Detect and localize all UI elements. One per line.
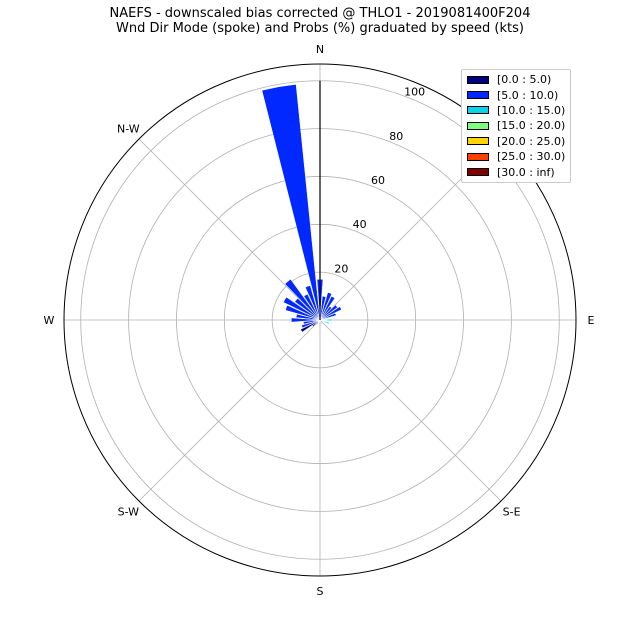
legend-label: [0.0 : 5.0) [497, 73, 552, 87]
wind-bar [261, 84, 321, 321]
wind-bar [321, 320, 330, 325]
wind-bar [303, 319, 318, 325]
wind-bar [321, 312, 337, 320]
legend-item: [5.0 : 10.0) [462, 87, 570, 102]
wind-bar [320, 292, 333, 319]
legend-item: [30.0 : inf) [462, 164, 570, 179]
direction-label: S-W [118, 506, 140, 519]
radial-tick-label: 20 [334, 262, 348, 275]
legend-swatch [467, 75, 489, 84]
legend-label: [20.0 : 25.0) [497, 134, 566, 148]
wind-bar [316, 319, 321, 325]
wind-bar [321, 306, 342, 320]
wind-bar [283, 296, 319, 320]
wind-bar [291, 317, 318, 323]
legend-label: [30.0 : inf) [497, 165, 555, 179]
wind-bar [294, 297, 319, 319]
chart-title: NAEFS - downscaled bias corrected @ THLO… [109, 6, 531, 21]
wind-bar [319, 319, 321, 323]
wind-bar [322, 318, 333, 322]
legend-label: [10.0 : 15.0) [497, 103, 566, 117]
wind-bar [285, 304, 319, 320]
direction-label: S [317, 585, 324, 598]
legend-label: [15.0 : 20.0) [497, 119, 566, 133]
legend: [0.0 : 5.0) [5.0 : 10.0) [10.0 : 15.0) [15.… [461, 69, 571, 183]
grid-spoke [319, 319, 502, 502]
legend-swatch [467, 121, 489, 130]
wind-bar [321, 304, 338, 319]
radial-tick-label: 100 [404, 86, 425, 99]
legend-item: [15.0 : 20.0) [462, 118, 570, 133]
wind-bar [304, 285, 320, 319]
legend-swatch [467, 106, 489, 115]
chart-subtitle: Wnd Dir Mode (spoke) and Probs (%) gradu… [116, 21, 524, 36]
polar-frame [63, 63, 577, 577]
wind-bar [284, 278, 319, 319]
wind-bar [320, 295, 336, 319]
legend-item: [10.0 : 15.0) [462, 103, 570, 118]
direction-label: S-E [503, 506, 521, 519]
legend-swatch [467, 168, 489, 177]
direction-label: E [588, 314, 595, 327]
legend-item: [20.0 : 25.0) [462, 134, 570, 149]
radial-tick-label: 40 [353, 218, 367, 231]
wind-bar [300, 319, 321, 333]
wind-bar [295, 313, 318, 321]
legend-label: [5.0 : 10.0) [497, 88, 559, 102]
wind-bar [321, 306, 333, 319]
direction-label: N-W [117, 122, 140, 135]
grid-spoke [138, 138, 321, 321]
wind-bar [301, 321, 314, 329]
legend-item: [0.0 : 5.0) [462, 72, 570, 87]
grid-spoke [138, 319, 321, 502]
radial-tick-label: 60 [371, 174, 385, 187]
legend-swatch [467, 137, 489, 146]
wind-bar [303, 293, 320, 319]
wind-rose-bars [261, 80, 342, 333]
legend-label: [25.0 : 30.0) [497, 150, 566, 164]
wind-bar [320, 321, 323, 325]
direction-label: W [44, 314, 55, 327]
legend-swatch [467, 91, 489, 100]
legend-item: [25.0 : 30.0) [462, 149, 570, 164]
direction-label: N [316, 43, 324, 56]
legend-swatch [467, 152, 489, 161]
radial-tick-label: 80 [389, 130, 403, 143]
